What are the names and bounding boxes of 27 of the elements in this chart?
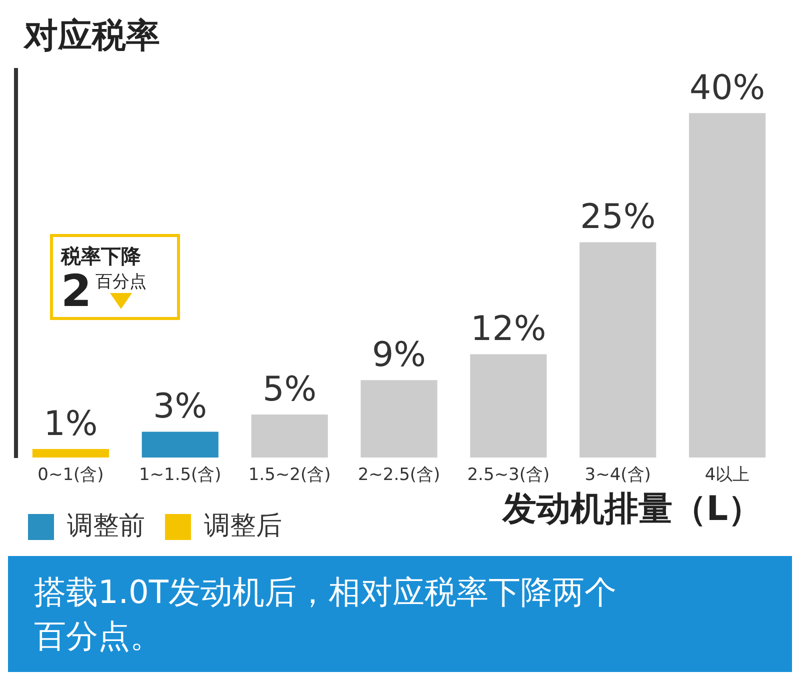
data-label: 25% (580, 197, 656, 238)
bar (32, 448, 110, 458)
x-tick-label: 4以上 (704, 465, 750, 486)
legend-label: 调整后 (204, 510, 282, 541)
text: 搭载1.0T发动机后，相对应税率下降两个百分点。 (8, 556, 792, 672)
data-label: 1% (44, 404, 98, 444)
x-tick-label: 3~4(含) (584, 465, 651, 486)
annotation: 百分点 (96, 271, 147, 293)
x-tick-label: 0~1(含) (38, 465, 104, 486)
data-label: 5% (262, 369, 317, 410)
x-tick-label: 1~1.5(含) (138, 465, 222, 486)
x-tick-label: 2~2.5(含) (358, 465, 440, 486)
data-label: 3% (153, 386, 208, 427)
bar (580, 242, 656, 458)
data-label: 40% (689, 68, 766, 108)
x-axis-title: 发动机排量（L） (502, 488, 762, 531)
chart-title: 对应税率 (22, 15, 161, 58)
data-label: 12% (470, 309, 546, 350)
bar (251, 414, 328, 458)
bar (470, 354, 547, 458)
legend-label: 调整前 (67, 510, 145, 541)
x-tick-label: 1.5~2(含) (248, 465, 331, 486)
data-label: 9% (372, 334, 426, 375)
bar (142, 432, 218, 458)
bar (360, 380, 438, 458)
x-tick-label: 2.5~3(含) (467, 465, 550, 486)
bar (688, 113, 766, 458)
